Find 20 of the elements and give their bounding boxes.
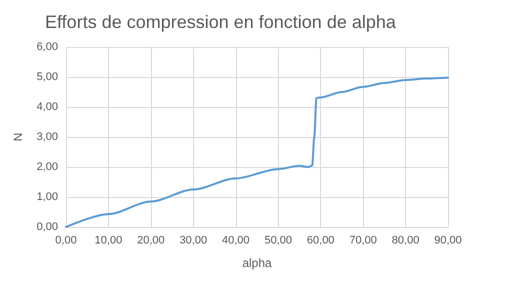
x-axis-title: alpha <box>242 256 272 270</box>
x-tick-label: 70,00 <box>349 234 377 246</box>
x-tick-label: 90,00 <box>434 234 462 246</box>
y-tick-label: 2,00 <box>36 161 58 173</box>
x-tick-label: 0,00 <box>55 234 77 246</box>
x-tick-label: 40,00 <box>222 234 250 246</box>
y-tick-label: 3,00 <box>36 131 58 143</box>
y-tick-label: 6,00 <box>36 41 58 53</box>
chart-title: Efforts de compression en fonction de alpha <box>45 12 397 32</box>
x-tick-label: 80,00 <box>392 234 420 246</box>
y-tick-label: 5,00 <box>36 71 58 83</box>
y-tick-label: 4,00 <box>36 101 58 113</box>
y-tick-label: 0,00 <box>36 221 58 233</box>
x-tick-label: 60,00 <box>306 234 334 246</box>
x-tick-label: 50,00 <box>264 234 292 246</box>
x-tick-label: 20,00 <box>137 234 165 246</box>
y-axis-title: N <box>11 132 25 142</box>
x-tick-label: 30,00 <box>180 234 208 246</box>
x-tick-label: 10,00 <box>94 234 122 246</box>
y-tick-label: 1,00 <box>36 191 58 203</box>
